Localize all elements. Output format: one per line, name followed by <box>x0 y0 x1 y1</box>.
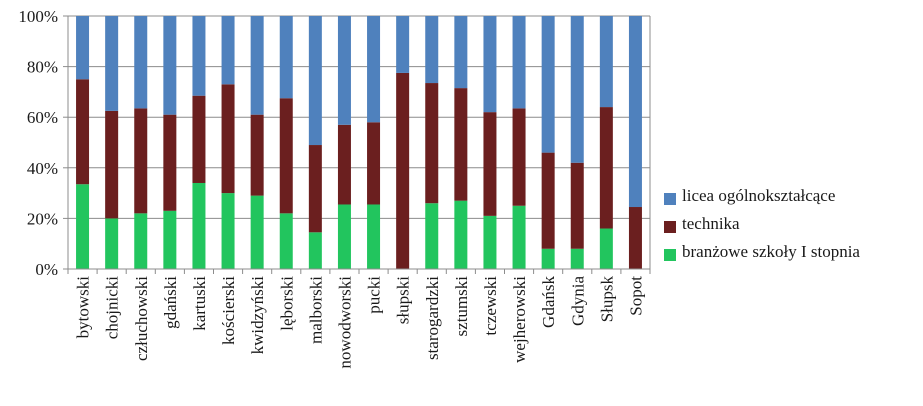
x-tick-label: pucki <box>365 276 384 314</box>
bar-segment <box>483 16 497 113</box>
bar-segment <box>337 124 351 205</box>
bar-segment <box>279 16 293 99</box>
y-tick-labels: 0% 20% 40% 60% 80% 100% <box>18 7 58 279</box>
bar-segment <box>76 16 90 80</box>
x-tick-label: gdański <box>161 276 180 329</box>
bar-segment <box>308 145 322 233</box>
bar-segment <box>570 248 584 269</box>
bar-segment <box>221 84 235 194</box>
bar-segment <box>483 215 497 269</box>
x-tick-label: Gdańsk <box>539 276 558 328</box>
bar-segment <box>628 207 642 269</box>
x-tick-label: malborski <box>306 276 325 344</box>
bar-segment <box>250 114 264 196</box>
bar-segment <box>599 228 613 269</box>
bar-segment <box>628 16 642 208</box>
legend-label: technika <box>682 214 740 233</box>
bar-segment <box>279 98 293 214</box>
bar-segment <box>134 16 148 109</box>
bar-segment <box>192 95 206 183</box>
x-tick-label: kartuski <box>190 276 209 331</box>
bar-segment <box>163 114 177 211</box>
bar-segment <box>454 16 468 89</box>
bar-segment <box>192 182 206 269</box>
bar-segment <box>367 122 381 205</box>
y-tick-label: 100% <box>18 7 58 26</box>
y-tick-label: 0% <box>35 260 58 279</box>
bar-segment <box>163 16 177 115</box>
bar-segment <box>134 213 148 269</box>
bar-segment <box>396 72 410 269</box>
bar-segment <box>541 16 555 153</box>
x-tick-label: bytowski <box>74 276 93 339</box>
x-tick-label: Gdynia <box>568 276 587 327</box>
bar-segment <box>105 16 119 111</box>
bar-segment <box>76 79 90 185</box>
bar-segment <box>512 205 526 269</box>
x-tick-label: tczewski <box>481 276 500 336</box>
x-tick-label: kwidzyński <box>248 276 267 355</box>
x-tick-label: słupski <box>394 276 413 324</box>
bar-segment <box>105 110 119 219</box>
bar-segment <box>512 108 526 206</box>
bar-segment <box>483 112 497 216</box>
bar-segment <box>76 184 90 269</box>
x-tick-label: kościerski <box>219 276 238 345</box>
bar-segment <box>367 16 381 123</box>
bar-segment <box>250 16 264 115</box>
bar-segment <box>454 200 468 269</box>
bar-segment <box>221 193 235 269</box>
axes <box>63 15 651 274</box>
bar-segment <box>163 210 177 269</box>
bar-segment <box>425 83 439 204</box>
x-tick-label: chojnicki <box>103 276 122 340</box>
bar-segment <box>541 248 555 269</box>
gridlines <box>68 15 650 219</box>
bar-segment <box>337 16 351 125</box>
bar-segment <box>308 16 322 146</box>
bar-segment <box>192 16 206 96</box>
bar-segment <box>250 195 264 269</box>
bar-segment <box>337 204 351 269</box>
bar-segment <box>425 203 439 269</box>
bar-segment <box>425 16 439 84</box>
bar-segment <box>570 16 584 163</box>
bar-segment <box>512 16 526 109</box>
legend-swatch <box>664 249 676 261</box>
bar-segment <box>105 218 119 269</box>
x-tick-label: człuchowski <box>132 276 151 361</box>
bar-segment <box>570 162 584 249</box>
x-tick-label: wejherowski <box>510 276 529 363</box>
x-tick-label: lęborski <box>277 276 296 331</box>
bar-segment <box>454 88 468 201</box>
y-tick-label: 60% <box>27 108 58 127</box>
legend-swatch <box>664 193 676 205</box>
legend-label: licea ogólnokształcące <box>682 186 836 205</box>
x-tick-label: Słupsk <box>597 276 616 323</box>
bars <box>76 16 642 269</box>
x-tick-label: Sopot <box>626 276 645 316</box>
bar-segment <box>308 232 322 269</box>
x-tick-labels: bytowski chojnicki człuchowski gdański kartu… <box>74 276 646 369</box>
bar-segment <box>396 16 410 73</box>
bar-segment <box>279 213 293 269</box>
bar-segment <box>134 108 148 214</box>
x-tick-label: starogardzki <box>423 276 442 360</box>
legend-label: branżowe szkoły I stopnia <box>682 242 860 261</box>
x-tick-label: nowodworski <box>335 276 354 369</box>
y-tick-label: 20% <box>27 209 58 228</box>
bar-segment <box>541 152 555 249</box>
bar-segment <box>599 16 613 108</box>
bar-segment <box>221 16 235 85</box>
bar-segment <box>599 107 613 229</box>
legend-swatch <box>664 221 676 233</box>
x-tick-label: sztumski <box>452 276 471 337</box>
y-tick-label: 40% <box>27 159 58 178</box>
y-tick-label: 80% <box>27 58 58 77</box>
bar-segment <box>367 204 381 269</box>
